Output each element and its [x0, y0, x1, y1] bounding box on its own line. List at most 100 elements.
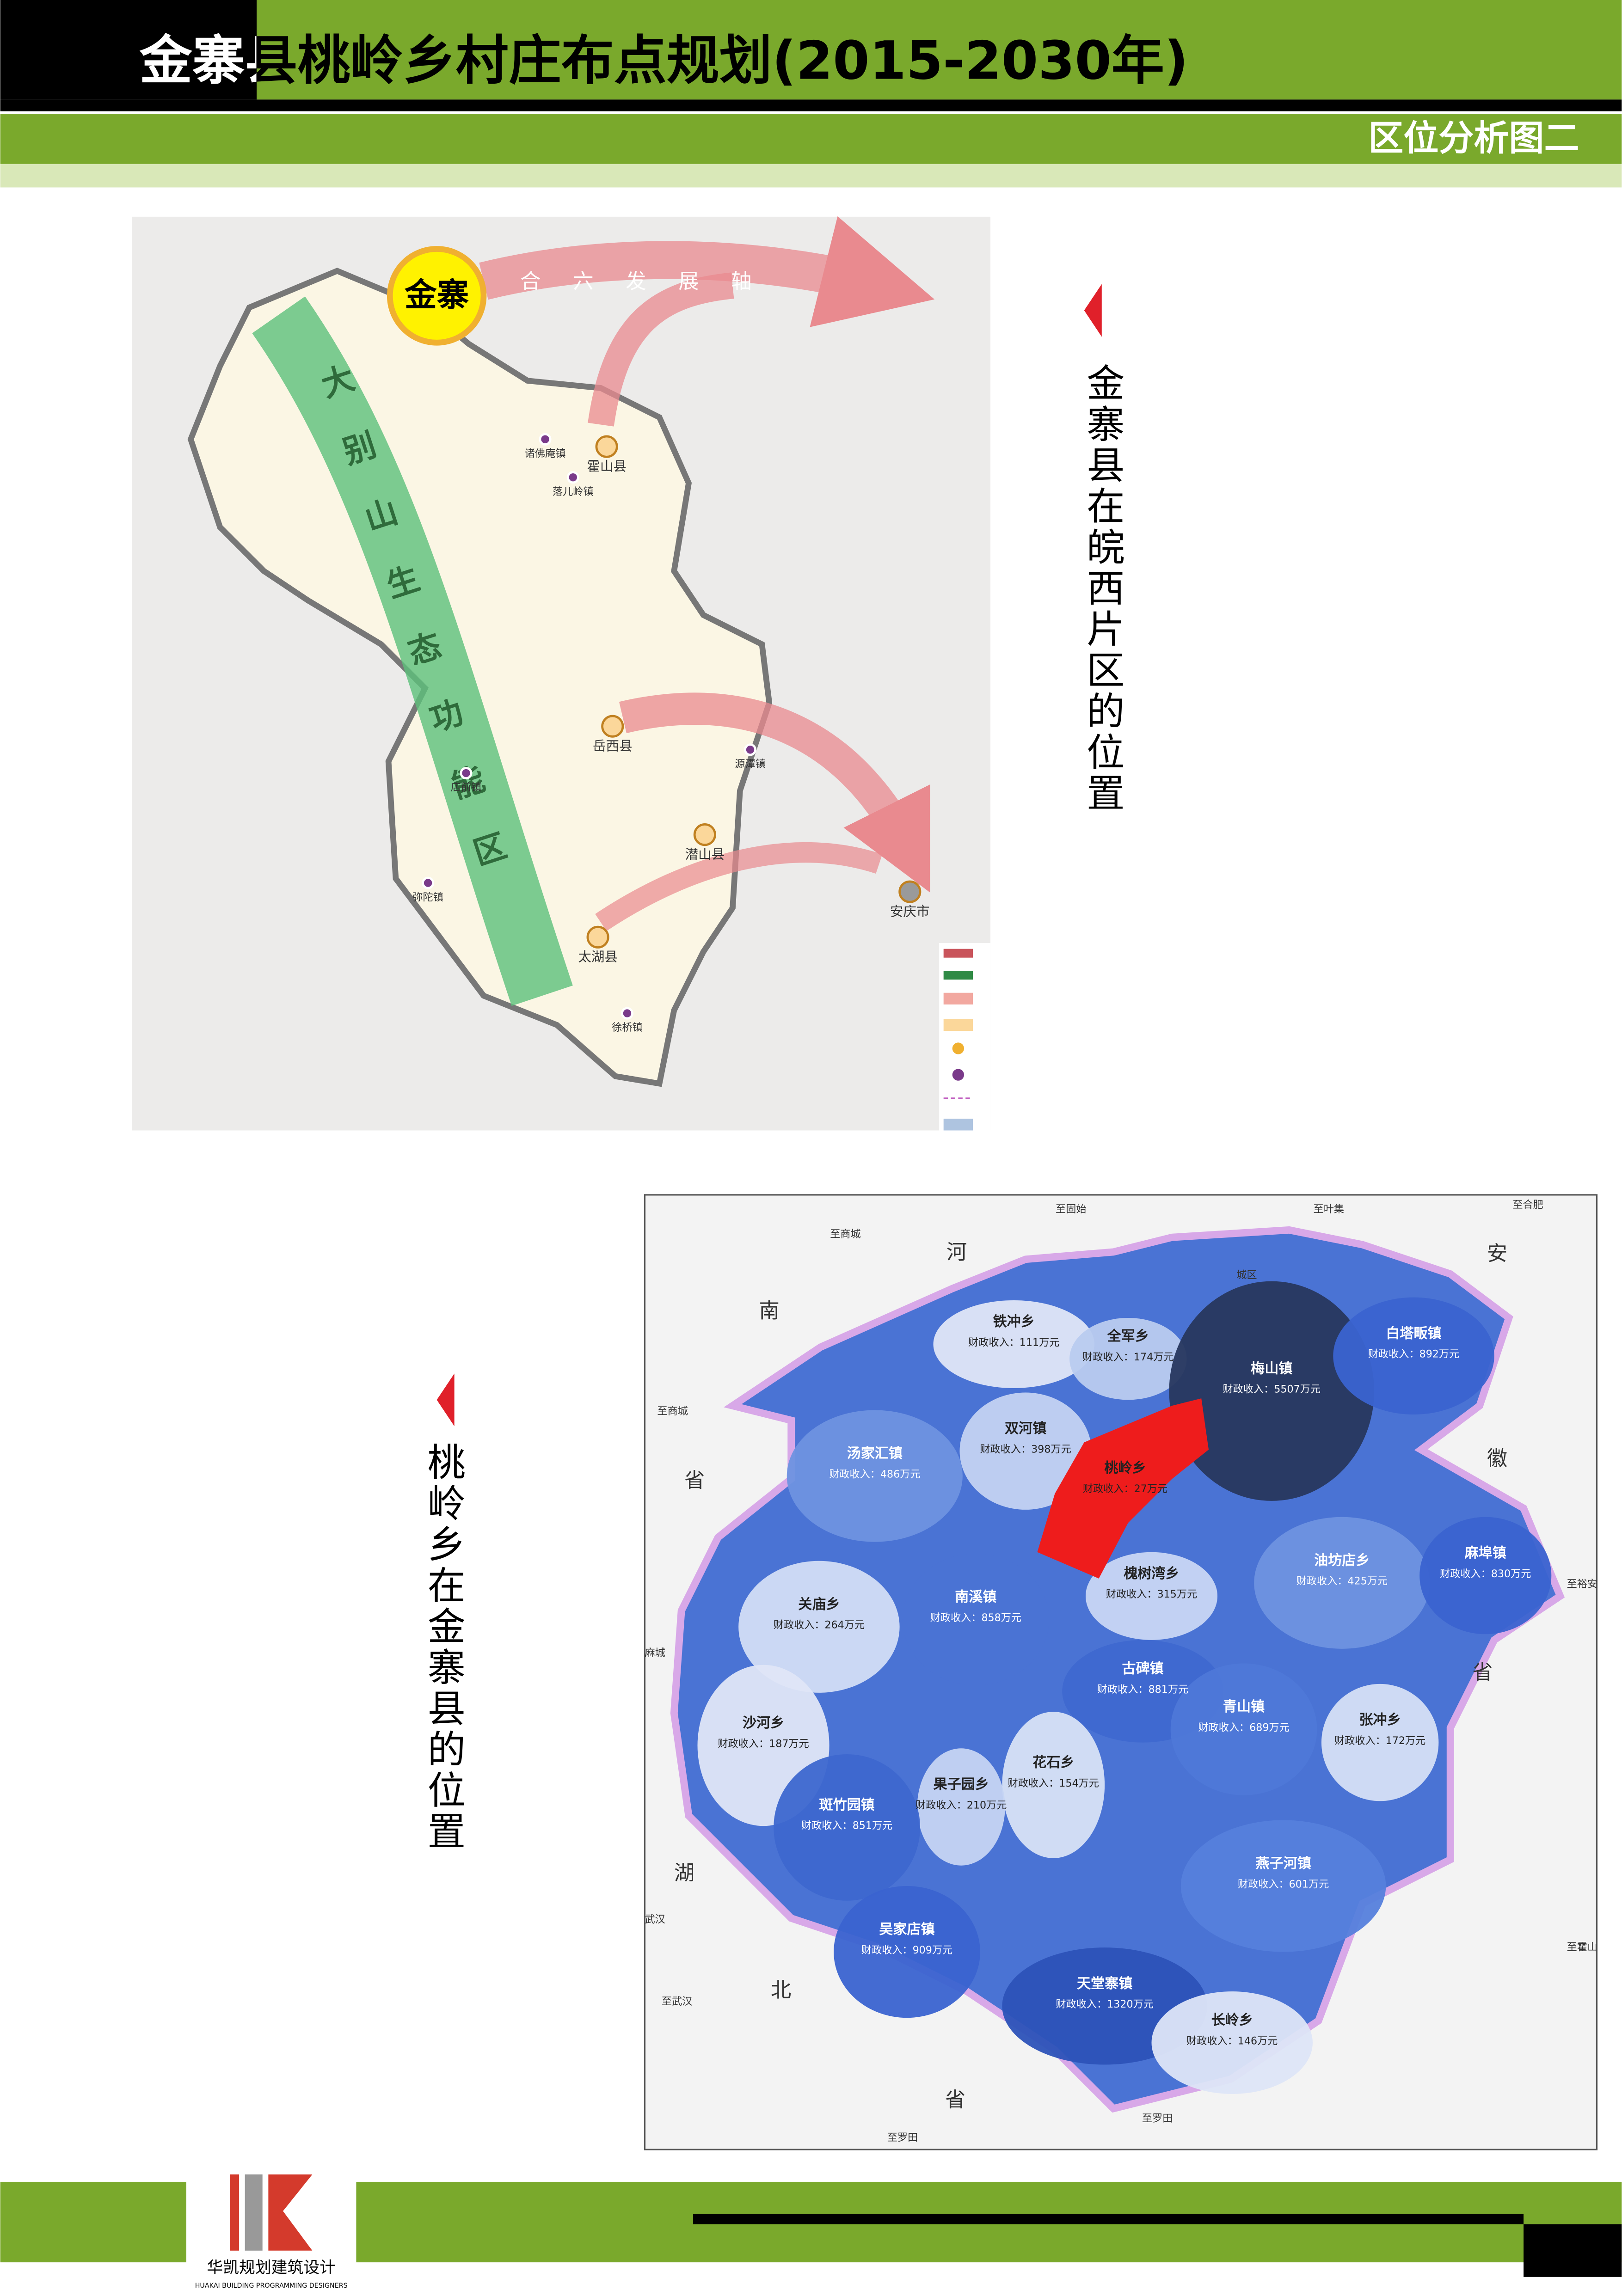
surrounding-label: 麻城	[645, 1647, 665, 1659]
township-revenue: 财政收入：881万元	[1097, 1684, 1188, 1696]
township-revenue: 财政收入：187万元	[718, 1738, 809, 1750]
place-label: 潜山县	[685, 847, 725, 862]
subheader-band	[0, 114, 1622, 164]
township-name: 天堂寨镇	[1077, 1976, 1132, 1992]
township-area	[1254, 1517, 1430, 1649]
place-label: 太湖县	[578, 949, 618, 965]
township-area	[902, 1553, 1049, 1686]
county-seat	[693, 823, 716, 846]
township-area	[1002, 1712, 1105, 1858]
township-area	[1085, 1552, 1218, 1640]
place-label: 徐桥镇	[612, 1022, 642, 1034]
township-revenue: 财政收入：909万元	[861, 1944, 952, 1956]
axis-arrow-south	[619, 692, 930, 893]
surrounding-label: 至固始	[1056, 1203, 1086, 1215]
township-area	[834, 1886, 980, 2018]
township-area	[959, 1392, 1092, 1510]
eco-zone-arc	[252, 296, 573, 1006]
surrounding-label: 武汉	[645, 1913, 665, 1925]
township-name: 南溪镇	[955, 1589, 996, 1605]
township-area	[917, 1748, 1005, 1866]
town-marker	[566, 471, 579, 484]
township-name: 油坊店乡	[1314, 1552, 1370, 1568]
surrounding-label: 省	[1472, 1661, 1493, 1684]
township-revenue: 财政收入：146万元	[1186, 2035, 1278, 2047]
surrounding-label: 城区	[1236, 1269, 1257, 1281]
township-name: 桃岭乡	[1104, 1460, 1146, 1476]
center-marker	[387, 246, 487, 346]
surrounding-label: 至合肥	[1512, 1199, 1543, 1211]
township-name: 梅山镇	[1251, 1360, 1292, 1377]
township-revenue: 财政收入：830万元	[1440, 1568, 1531, 1580]
surrounding-label: 北	[771, 1978, 791, 2002]
township-revenue: 财政收入：315万元	[1106, 1588, 1197, 1600]
township-revenue: 财政收入：210万元	[915, 1799, 1007, 1811]
subheader-strip	[0, 164, 1622, 188]
legend-swatch	[943, 992, 973, 1005]
header-green	[257, 0, 1622, 100]
township-revenue: 财政收入：858万元	[930, 1612, 1021, 1624]
township-name: 白塔畈镇	[1386, 1325, 1441, 1341]
footer-rule	[693, 2214, 1524, 2224]
township-area	[1180, 1820, 1386, 1952]
township-name: 双河镇	[1005, 1420, 1046, 1437]
township-revenue: 财政收入：892万元	[1368, 1348, 1459, 1360]
center-label: 金寨	[404, 276, 469, 314]
township-name: 果子园乡	[934, 1776, 989, 1793]
logo-mark	[230, 2174, 240, 2251]
township-area	[1333, 1297, 1494, 1415]
township-area	[786, 1410, 963, 1542]
township-name: 斑竹园镇	[819, 1797, 874, 1813]
company-name: 华凯规划建筑设计	[207, 2259, 336, 2277]
township-area	[1321, 1684, 1439, 1801]
axis-arrow	[479, 216, 935, 327]
township-name: 麻埠镇	[1465, 1545, 1506, 1561]
caption-marker	[436, 1373, 455, 1427]
county-seat	[586, 925, 609, 949]
town-marker	[539, 433, 552, 446]
township-revenue: 财政收入：601万元	[1238, 1878, 1329, 1890]
township-name: 燕子河镇	[1255, 1855, 1311, 1872]
township-name: 槐树湾乡	[1124, 1566, 1179, 1582]
legend-swatch	[952, 1069, 965, 1081]
township-area	[1170, 1663, 1317, 1795]
taoling-highlight	[1037, 1398, 1209, 1579]
townships	[697, 1281, 1552, 2094]
township-revenue: 财政收入：425万元	[1296, 1575, 1388, 1587]
township-area	[738, 1561, 900, 1693]
surrounding-label: 徽	[1487, 1447, 1507, 1470]
surrounding-label: 至罗田	[1142, 2112, 1173, 2125]
title: 金寨县桃岭乡村庄布点规划(2015-2030年)	[139, 30, 1188, 92]
logo-mark	[268, 2174, 313, 2251]
township-name: 花石乡	[1032, 1754, 1074, 1770]
township-area	[933, 1300, 1094, 1389]
footer-block	[1524, 2224, 1622, 2277]
township-name: 汤家汇镇	[847, 1445, 903, 1462]
township-name: 青山镇	[1223, 1699, 1265, 1715]
subtitle: 区位分析图二	[1368, 117, 1579, 159]
header-black	[0, 0, 257, 100]
place-label: 诸佛庵镇	[525, 447, 566, 459]
place-label: 岳西县	[593, 739, 633, 754]
township-area	[1151, 1991, 1313, 2094]
surrounding-label: 至霍山	[1567, 1941, 1597, 1953]
header-rule	[0, 99, 1622, 111]
surrounding-label: 至武汉	[662, 1996, 692, 2008]
surrounding-label: 南	[759, 1299, 780, 1322]
county-seat	[898, 880, 922, 903]
legend-swatch	[943, 949, 973, 958]
surrounding-label: 安	[1487, 1242, 1507, 1266]
township-revenue: 财政收入：27万元	[1083, 1483, 1167, 1495]
place-label: 安庆市	[890, 904, 930, 919]
town-marker	[621, 1007, 633, 1020]
township-name: 吴家店镇	[879, 1922, 934, 1938]
township-revenue: 财政收入：689万元	[1198, 1721, 1289, 1733]
surrounding-label: 至裕安	[1567, 1578, 1597, 1590]
township-revenue: 财政收入：1320万元	[1056, 1998, 1153, 2010]
township-revenue: 财政收入：111万元	[968, 1336, 1059, 1348]
township-revenue: 财政收入：5507万元	[1223, 1384, 1321, 1396]
surrounding-label: 湖	[674, 1861, 694, 1885]
